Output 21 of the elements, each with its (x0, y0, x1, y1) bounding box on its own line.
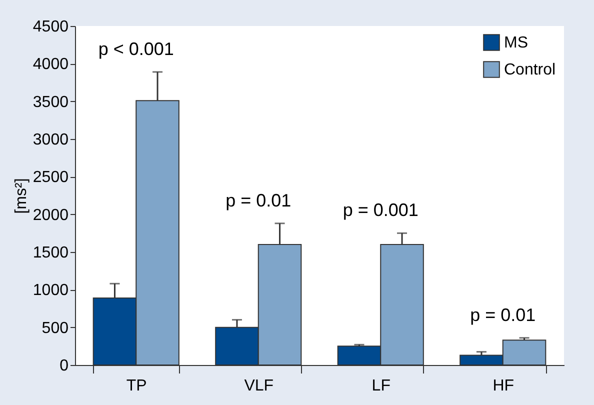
y-tick-label: 4500 (32, 18, 69, 36)
annotation: p = 0.01 (470, 304, 536, 325)
legend-label: MS (504, 34, 528, 52)
y-tick-label: 0 (60, 358, 69, 374)
y-tick-label: 500 (42, 320, 69, 337)
annotation: p < 0.001 (98, 38, 174, 59)
x-tick-label: HF (492, 378, 514, 394)
x-tick-label: VLF (244, 378, 274, 394)
y-tick-label: 3500 (32, 94, 69, 111)
annotation: p = 0.001 (342, 200, 418, 220)
y-tick-label: 2500 (32, 169, 69, 186)
y-axis-title: [ms²] (12, 178, 30, 214)
y-tick-label: 3000 (32, 132, 69, 148)
y-tick-label: 4000 (32, 56, 69, 74)
x-tick-label: LF (372, 378, 391, 394)
legend-label: Control (504, 62, 556, 78)
y-tick-label: 1000 (32, 282, 69, 300)
annotation: p = 0.01 (226, 190, 292, 210)
x-tick-label: TP (126, 378, 147, 394)
y-tick-label: 1500 (32, 244, 69, 262)
y-tick-label: 2000 (32, 206, 69, 224)
